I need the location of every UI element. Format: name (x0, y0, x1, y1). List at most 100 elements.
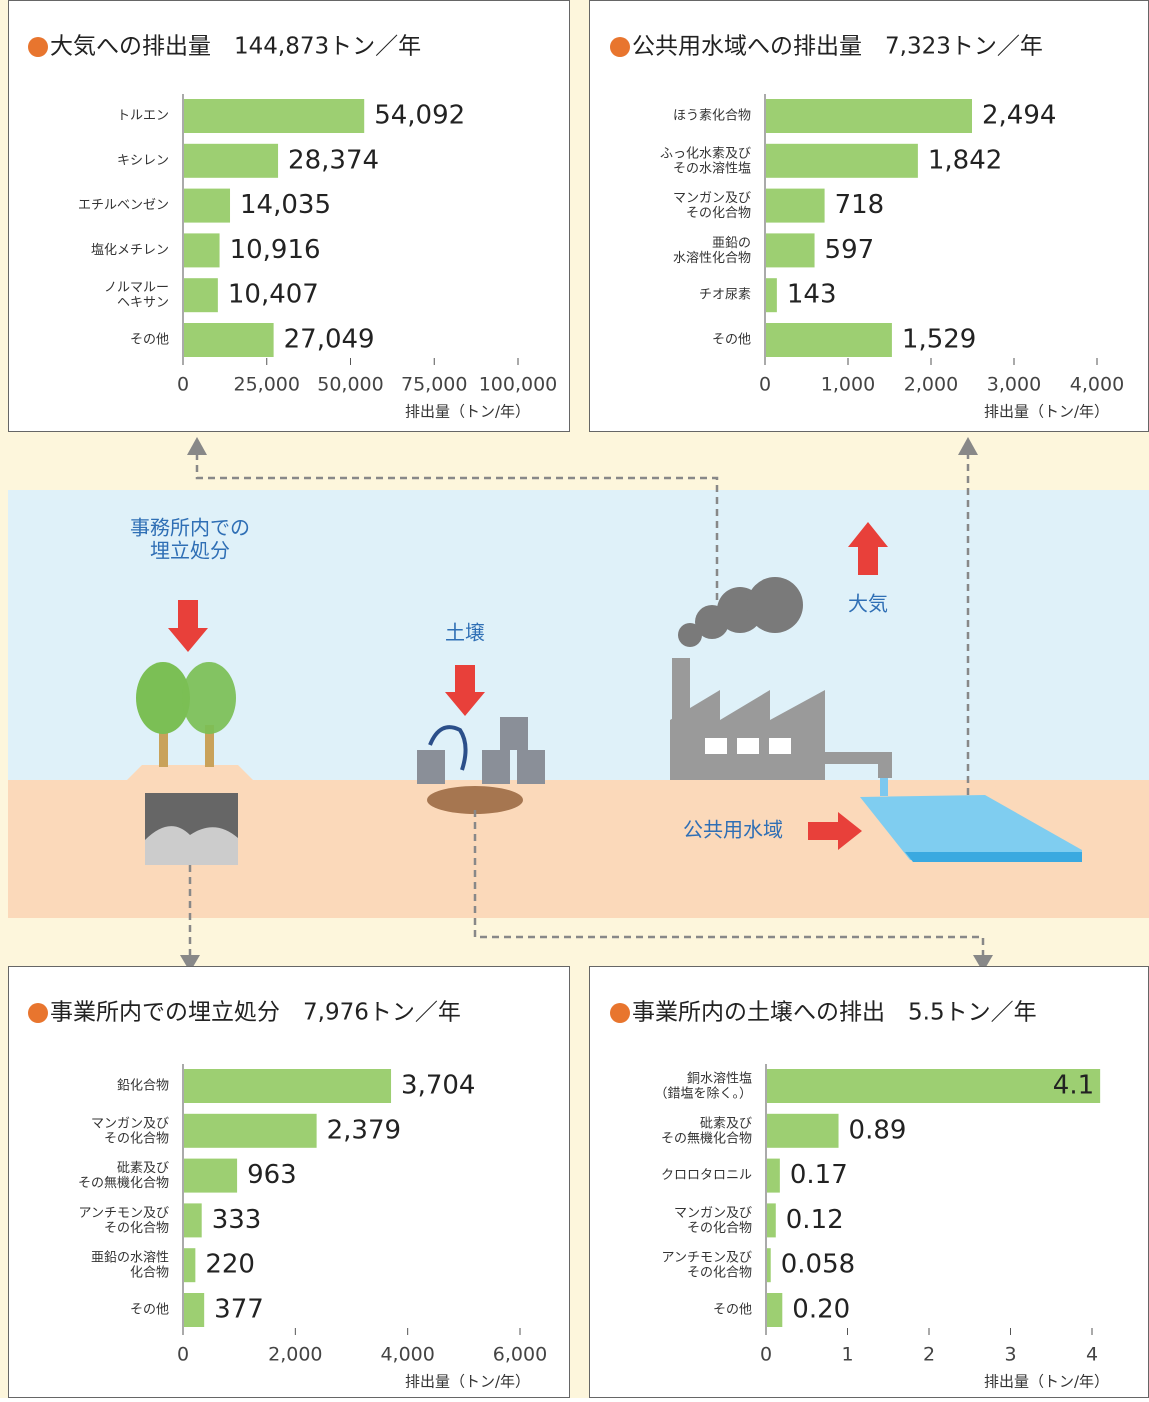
panel (589, 966, 1149, 1398)
bar (184, 1113, 317, 1148)
bar (184, 188, 231, 223)
category-label: その他 (130, 333, 169, 348)
category-label: 塩化メチレン (91, 243, 169, 258)
bar (767, 1248, 771, 1283)
value-label: 4.1 (1053, 1071, 1094, 1101)
value-label: 2,494 (982, 101, 1056, 131)
category-label: マンガン及びその化合物 (91, 1116, 169, 1146)
value-label: 0.17 (790, 1160, 848, 1190)
category-label: クロロタロニル (661, 1168, 752, 1183)
arrow (848, 522, 888, 575)
x-axis-label: 排出量（トン/年） (984, 1373, 1109, 1391)
title-bullet (28, 1003, 48, 1023)
flow-line (473, 810, 985, 955)
chart-title: 公共用水域への排出量 7,323トン／年 (632, 34, 1043, 60)
bar (184, 323, 274, 357)
bar (766, 233, 815, 268)
bar (767, 1113, 839, 1148)
x-tick-label: 2,000 (268, 1344, 322, 1366)
x-tick-label: 25,000 (234, 374, 300, 396)
category-label: エチルベンゼン (78, 198, 169, 213)
value-label: 597 (825, 235, 875, 265)
landfill-label: 事務所内での埋立処分 (130, 515, 250, 562)
x-tick-label: 0 (177, 374, 189, 396)
x-axis-label: 排出量（トン/年） (405, 1373, 530, 1391)
category-label: トルエン (117, 109, 169, 124)
x-tick-label: 4,000 (380, 1344, 434, 1366)
category-label: 砒素及びその無機化合物 (78, 1161, 169, 1191)
air-label: 大気 (848, 592, 888, 616)
bar (184, 1293, 205, 1327)
barrel (517, 750, 545, 784)
value-label: 10,916 (230, 235, 321, 265)
bar (766, 278, 777, 313)
window (705, 738, 727, 754)
value-label: 0.058 (781, 1250, 855, 1280)
value-label: 0.89 (849, 1115, 907, 1145)
value-label: 28,374 (288, 145, 379, 175)
category-label: 鉛化合物 (117, 1079, 169, 1094)
factory (670, 690, 825, 780)
bar (766, 323, 892, 357)
category-label: ノルマルーヘキサン (104, 280, 169, 310)
bar (184, 233, 220, 268)
window (769, 738, 791, 754)
barrel (417, 750, 445, 784)
value-label: 27,049 (284, 325, 375, 355)
x-tick-label: 3 (1004, 1344, 1016, 1366)
category-label: その他 (713, 1303, 752, 1318)
value-label: 14,035 (240, 190, 331, 220)
x-tick-label: 0 (760, 1344, 772, 1366)
value-label: 0.20 (792, 1295, 850, 1325)
arrow (808, 812, 862, 850)
value-label: 0.12 (786, 1205, 844, 1235)
x-axis-label: 排出量（トン/年） (984, 403, 1109, 421)
soil-label: 土壌 (445, 621, 485, 645)
value-label: 1,529 (902, 325, 976, 355)
bar (766, 143, 918, 178)
panel (8, 0, 570, 432)
category-label: ふっ化水素及びその水溶性塩 (660, 146, 751, 176)
hose (428, 725, 468, 771)
trunk (159, 725, 168, 767)
category-label: 砒素及びその無機化合物 (661, 1116, 752, 1146)
bar (767, 1158, 780, 1193)
x-tick-label: 4 (1086, 1344, 1098, 1366)
flow-arrow (958, 437, 978, 455)
chart-panel: 大気への排出量 144,873トン／年 0 25,000 50,000 75,000 10… (8, 0, 570, 432)
barrel (482, 750, 510, 784)
bar (184, 1158, 238, 1193)
bar (184, 1248, 196, 1283)
category-label: 亜鉛の水溶性化合物 (91, 1250, 169, 1280)
tree (182, 662, 236, 734)
value-label: 377 (214, 1295, 264, 1325)
value-label: 963 (247, 1160, 297, 1190)
chart-title: 大気への排出量 144,873トン／年 (50, 34, 421, 60)
bar (767, 1293, 783, 1327)
x-tick-label: 2 (923, 1344, 935, 1366)
x-tick-label: 0 (759, 374, 771, 396)
category-label: キシレン (117, 153, 169, 168)
x-tick-label: 1,000 (821, 374, 875, 396)
value-label: 10,407 (228, 280, 319, 310)
category-label: 亜鉛の水溶性化合物 (673, 235, 751, 265)
bar (184, 1069, 392, 1103)
pit-fill (145, 826, 238, 865)
scene: 事務所内での埋立処分 土壌 大気 公共用水域 (8, 437, 1149, 972)
category-label: その他 (130, 1303, 169, 1318)
panel (8, 966, 570, 1398)
value-label: 1,842 (928, 145, 1002, 175)
value-label: 2,379 (327, 1115, 401, 1145)
bar (184, 1203, 202, 1238)
chart-panel: 公共用水域への排出量 7,323トン／年 0 1,000 2,000 3,000 4,00… (589, 0, 1149, 432)
category-label: アンチモン及びその化合物 (662, 1250, 752, 1280)
mound (125, 765, 255, 782)
x-tick-label: 6,000 (493, 1344, 547, 1366)
category-label: 銅水溶性塩（錯塩を除く。） (654, 1071, 752, 1101)
category-label: その他 (712, 333, 751, 348)
value-label: 333 (212, 1205, 262, 1235)
water-edge (905, 852, 1082, 862)
title-bullet (610, 1003, 630, 1023)
category-label: マンガン及びその化合物 (674, 1205, 752, 1235)
bar (766, 99, 973, 133)
